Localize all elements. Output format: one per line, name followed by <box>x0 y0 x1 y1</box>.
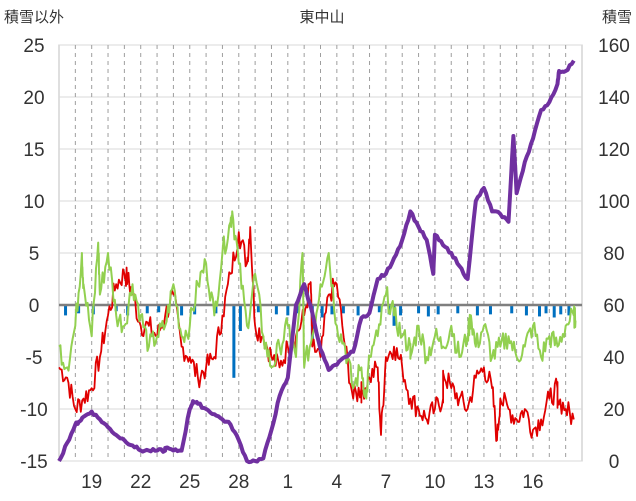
left-tick-label: -5 <box>26 348 43 369</box>
left-axis-label: 積雪以外 <box>4 8 64 26</box>
blue-bar <box>296 305 300 314</box>
blue-bar <box>77 305 81 314</box>
left-tick-label: -10 <box>20 400 47 421</box>
blue-bar <box>356 305 360 316</box>
blue-bar <box>426 305 430 317</box>
blue-bar <box>256 305 260 313</box>
x-tick-label: 22 <box>130 472 151 493</box>
right-tick-label: 120 <box>598 140 630 161</box>
right-tick-label: 160 <box>598 36 630 57</box>
blue-bar <box>180 305 184 316</box>
blue-bar <box>341 305 345 314</box>
blue-bar <box>417 305 421 314</box>
blue-bar <box>567 305 571 316</box>
left-tick-label: 5 <box>29 244 40 265</box>
blue-bar <box>510 305 514 314</box>
x-tick-label: 16 <box>522 472 543 493</box>
right-axis-label: 積雪 <box>602 8 632 26</box>
series-line-red <box>58 226 575 442</box>
series-line-purple <box>57 59 576 465</box>
left-tick-label: 0 <box>29 296 40 317</box>
x-tick-label: 10 <box>424 472 445 493</box>
x-tick-label: 28 <box>228 472 249 493</box>
right-tick-label: 140 <box>598 88 630 109</box>
blue-bar <box>559 305 563 315</box>
blue-bar <box>399 305 403 316</box>
right-tick-label: 60 <box>603 296 624 317</box>
left-tick-label: 20 <box>23 88 44 109</box>
right-tick-label: 40 <box>603 348 624 369</box>
x-tick-label: 4 <box>332 472 343 493</box>
blue-bar <box>274 305 278 315</box>
right-tick-label: 80 <box>603 244 624 265</box>
blue-bar <box>232 305 236 378</box>
right-tick-label: 0 <box>609 452 620 473</box>
blue-bar <box>238 305 242 331</box>
x-axis-ticks: 19 22 25 28 1 4 7 10 13 16 <box>81 472 543 493</box>
right-tick-label: 100 <box>598 192 630 213</box>
blue-bar <box>456 305 460 314</box>
blue-bar <box>524 305 528 316</box>
x-tick-label: 25 <box>179 472 200 493</box>
left-tick-label: 25 <box>23 36 44 57</box>
blue-bar <box>64 305 68 316</box>
blue-bar <box>214 305 218 314</box>
blue-bar <box>330 305 334 315</box>
blue-bar <box>544 305 548 314</box>
left-tick-label: 10 <box>23 192 44 213</box>
series-line-green <box>58 210 577 400</box>
blue-bar <box>320 305 324 318</box>
x-tick-label: 19 <box>81 472 102 493</box>
data-series <box>57 59 577 465</box>
chart-title: 東中山 <box>299 8 344 26</box>
blue-bar <box>377 305 381 313</box>
x-tick-label: 7 <box>381 472 392 493</box>
x-tick-label: 13 <box>473 472 494 493</box>
left-tick-label: -15 <box>20 452 47 473</box>
left-tick-label: 15 <box>23 140 44 161</box>
x-tick-label: 1 <box>283 472 294 493</box>
right-axis-ticks: 160 140 120 100 80 60 40 20 0 <box>598 36 630 473</box>
blue-bar <box>436 305 440 315</box>
right-tick-label: 20 <box>603 400 624 421</box>
blue-bar <box>145 305 149 314</box>
blue-bar <box>488 305 492 315</box>
blue-bar <box>538 305 542 317</box>
blue-bar <box>552 305 556 318</box>
blue-bar <box>157 305 161 313</box>
blue-bar <box>286 305 290 316</box>
blue-bar <box>475 305 479 316</box>
left-axis-ticks: 25 20 15 10 5 0 -5 -10 -15 <box>20 36 47 473</box>
